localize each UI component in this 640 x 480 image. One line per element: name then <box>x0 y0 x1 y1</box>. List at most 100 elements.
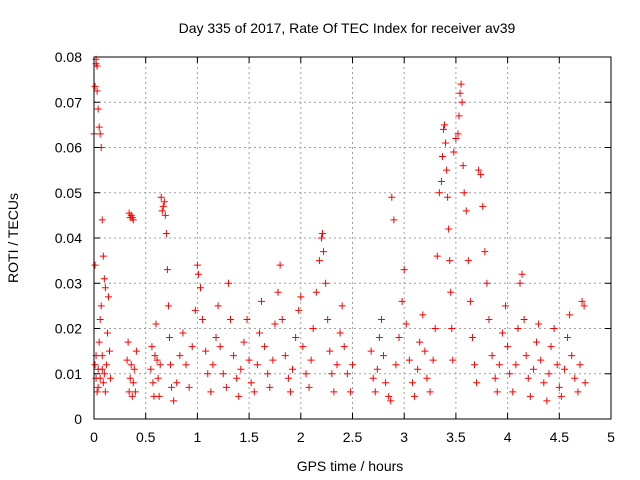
data-point <box>271 320 279 328</box>
data-point <box>375 334 383 342</box>
data-point <box>502 302 510 310</box>
data-point <box>278 315 286 323</box>
data-point <box>302 370 310 378</box>
data-point <box>199 315 207 323</box>
x-tick-label: 4.5 <box>550 429 570 445</box>
data-point <box>452 134 460 142</box>
data-point <box>197 284 205 292</box>
data-point <box>444 193 452 201</box>
data-point <box>491 374 499 382</box>
data-point <box>101 284 109 292</box>
data-point <box>455 112 463 120</box>
data-point <box>349 361 356 369</box>
data-point <box>129 216 137 224</box>
data-point <box>411 392 419 400</box>
data-point <box>580 302 588 310</box>
data-point <box>557 392 565 400</box>
data-point <box>322 279 330 287</box>
data-point <box>483 279 491 287</box>
data-point <box>157 193 165 201</box>
data-point <box>258 297 266 305</box>
data-point <box>526 392 534 400</box>
data-point <box>202 347 210 355</box>
data-point <box>445 225 453 233</box>
data-point <box>433 252 441 260</box>
data-point <box>103 329 111 337</box>
data-point <box>545 370 553 378</box>
data-point <box>185 383 193 391</box>
data-point <box>473 379 481 387</box>
data-point <box>247 379 255 387</box>
data-point <box>295 306 303 314</box>
x-tick-label: 5 <box>607 429 615 445</box>
data-point <box>398 297 406 305</box>
data-point <box>448 325 456 332</box>
data-point <box>127 361 135 369</box>
data-point <box>194 270 202 278</box>
data-point <box>343 370 351 378</box>
data-point <box>224 279 232 287</box>
data-point <box>509 388 517 396</box>
data-point <box>124 338 132 346</box>
data-point <box>441 121 449 129</box>
y-tick-label: 0.01 <box>55 366 82 382</box>
data-point <box>305 383 313 391</box>
data-point <box>309 325 317 332</box>
y-tick-label: 0.08 <box>55 49 82 65</box>
x-tick-label: 0.5 <box>136 429 156 445</box>
y-tick-label: 0.03 <box>55 275 82 291</box>
data-point <box>160 198 168 206</box>
data-point <box>235 392 243 400</box>
data-point <box>456 89 464 97</box>
x-tick-label: 0 <box>90 429 98 445</box>
data-point <box>516 279 524 287</box>
data-point <box>550 325 558 332</box>
data-point <box>156 361 164 369</box>
data-point <box>176 352 184 360</box>
data-point <box>408 379 416 387</box>
data-point <box>173 379 181 387</box>
data-point <box>312 288 320 296</box>
x-tick-label: 3.5 <box>446 429 466 445</box>
data-point <box>240 338 248 346</box>
y-tick-label: 0.07 <box>55 94 82 110</box>
data-point <box>454 130 462 138</box>
data-point <box>284 374 292 382</box>
data-point <box>340 343 348 351</box>
data-point <box>419 311 427 319</box>
data-point <box>390 216 398 224</box>
data-point <box>423 374 431 382</box>
data-point <box>459 162 467 170</box>
data-point <box>99 252 107 260</box>
data-point <box>216 343 224 351</box>
data-point <box>346 388 354 396</box>
y-tick-label: 0 <box>74 411 82 427</box>
data-point <box>93 388 101 396</box>
data-point <box>518 270 526 278</box>
data-point <box>98 216 106 224</box>
data-points <box>90 55 589 405</box>
data-point <box>373 365 381 373</box>
x-tick-label: 2.5 <box>343 429 363 445</box>
data-point <box>458 98 466 106</box>
data-point <box>522 352 530 360</box>
data-point <box>165 334 173 342</box>
data-point <box>154 374 162 382</box>
data-point <box>450 148 458 156</box>
data-point <box>96 315 104 323</box>
data-point <box>416 338 424 346</box>
data-point <box>330 388 338 396</box>
data-point <box>380 352 388 360</box>
x-tick-label: 2 <box>297 429 305 445</box>
data-point <box>125 388 133 396</box>
data-point <box>426 388 434 396</box>
data-point <box>578 297 586 305</box>
data-point <box>333 361 341 369</box>
data-point <box>193 261 201 269</box>
data-point <box>107 374 115 382</box>
data-point <box>126 374 134 382</box>
data-point <box>102 361 110 369</box>
data-point <box>317 234 325 242</box>
data-point <box>388 193 396 201</box>
data-point <box>435 189 443 197</box>
